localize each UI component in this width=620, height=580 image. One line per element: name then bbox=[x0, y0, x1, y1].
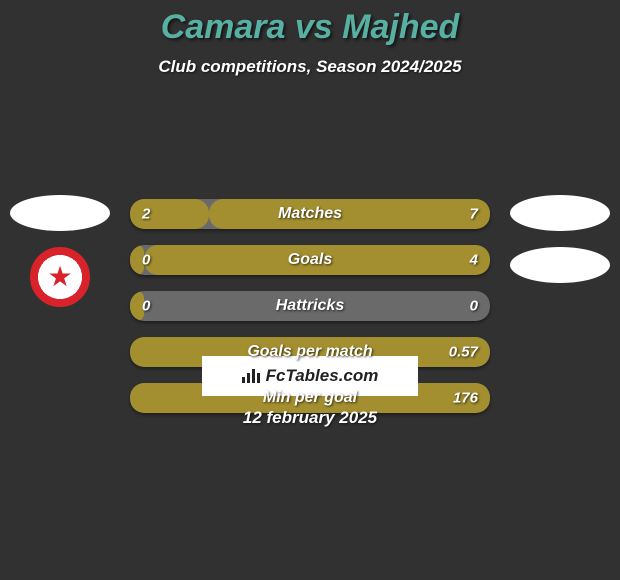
stat-row: 04Goals bbox=[130, 245, 490, 275]
stat-label: Goals per match bbox=[130, 343, 490, 361]
snapshot-date: 12 february 2025 bbox=[0, 408, 620, 428]
stat-row: 00Hattricks bbox=[130, 291, 490, 321]
star-icon: ★ bbox=[47, 263, 72, 291]
stat-label: Goals bbox=[130, 251, 490, 269]
page-title: Camara vs Majhed bbox=[0, 0, 620, 47]
player-left-column: ★ bbox=[10, 195, 110, 307]
stats-bars: 27Matches04Goals00Hattricks0.57Goals per… bbox=[130, 199, 490, 429]
player-left-club-badge: ★ bbox=[30, 247, 90, 307]
subtitle: Club competitions, Season 2024/2025 bbox=[0, 57, 620, 77]
stat-label: Min per goal bbox=[130, 389, 490, 407]
stat-label: Matches bbox=[130, 205, 490, 223]
barchart-icon bbox=[242, 369, 260, 383]
player-right-column bbox=[510, 195, 610, 283]
brand-text: FcTables.com bbox=[266, 366, 379, 386]
player-right-club-placeholder bbox=[510, 247, 610, 283]
player-left-photo-placeholder bbox=[10, 195, 110, 231]
stat-row: 27Matches bbox=[130, 199, 490, 229]
player-right-photo-placeholder bbox=[510, 195, 610, 231]
stat-label: Hattricks bbox=[130, 297, 490, 315]
